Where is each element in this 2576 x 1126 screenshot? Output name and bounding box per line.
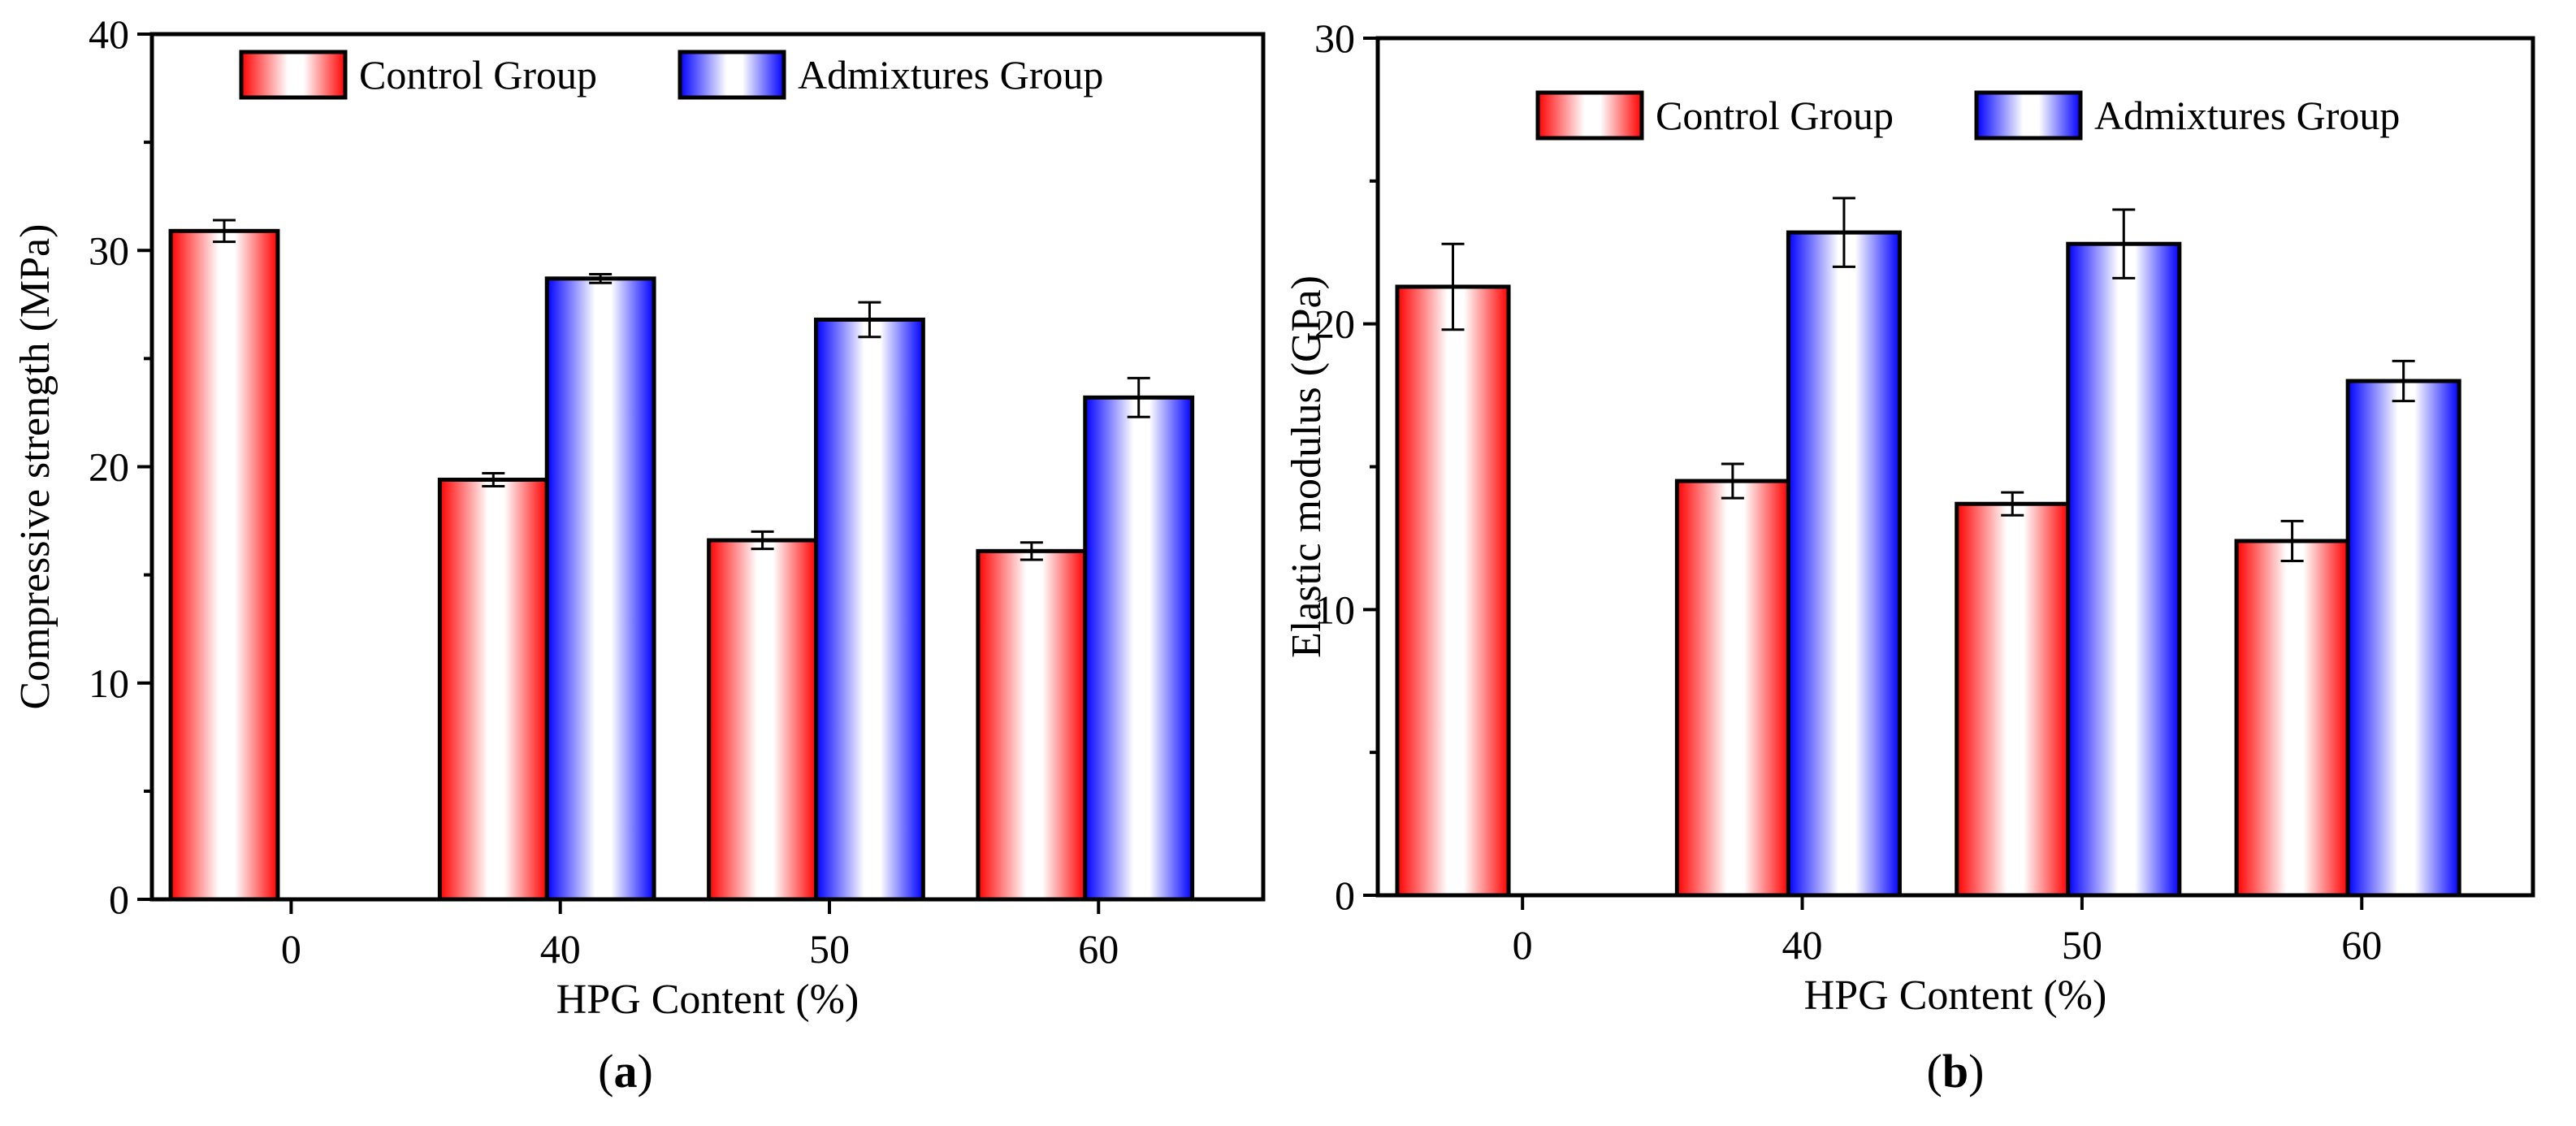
legend-label: Admixtures Group <box>2094 93 2400 138</box>
y-tick-label: 30 <box>1314 15 1355 61</box>
legend-label: Control Group <box>359 52 597 97</box>
legend-item: Admixtures Group <box>1974 90 2400 141</box>
x-tick-label: 50 <box>809 926 850 972</box>
y-tick-label: 30 <box>89 227 129 273</box>
x-axis-label: HPG Content (%) <box>556 977 859 1023</box>
legend-swatch <box>1535 90 1644 141</box>
panel-label: (b) <box>1927 1045 1985 1098</box>
bar-control-group <box>1955 501 2071 898</box>
bar-admixtures-group <box>2345 379 2461 898</box>
x-tick-label: 40 <box>540 926 581 972</box>
y-tick-label: 10 <box>89 660 129 706</box>
legend-swatch <box>1974 90 2083 141</box>
y-axis-label: Compressive strength (MPa) <box>12 224 58 710</box>
bar-control-group <box>2234 539 2350 898</box>
y-tick-label: 0 <box>1335 873 1355 918</box>
legend-label: Admixtures Group <box>798 52 1103 97</box>
x-tick-label: 0 <box>281 926 301 972</box>
panel-label: (a) <box>598 1045 653 1098</box>
bar-control-group <box>1674 479 1790 898</box>
legend-swatch <box>678 50 786 100</box>
y-tick-label: 20 <box>89 444 129 490</box>
bar-control-group <box>1395 284 1511 898</box>
legend-swatch <box>239 50 348 100</box>
legend-item: Control Group <box>1535 90 1894 141</box>
bar-control-group <box>437 477 549 902</box>
x-tick-label: 40 <box>1782 922 1823 968</box>
bar-control-group <box>168 228 280 902</box>
chart-panel-a: 0 10 20 30 40 0 40 50 60 Control Group Admixtures … <box>12 11 1266 1098</box>
legend-item: Admixtures Group <box>678 50 1103 100</box>
y-axis-label: Elastic modulus (GPa) <box>1284 275 1330 658</box>
x-tick-label: 60 <box>2341 922 2382 968</box>
y-tick-label: 40 <box>89 11 129 57</box>
x-tick-label: 0 <box>1513 922 1533 968</box>
x-tick-label: 50 <box>2062 922 2102 968</box>
x-axis-label: HPG Content (%) <box>1804 972 2107 1019</box>
y-tick-label: 0 <box>109 877 129 922</box>
bar-admixtures-group <box>2066 241 2182 898</box>
x-tick-label: 60 <box>1078 926 1119 972</box>
bar-control-group <box>707 538 819 902</box>
y-tick-label: 20 <box>1314 301 1355 347</box>
bar-admixtures-group <box>1083 395 1195 902</box>
y-tick-label: 10 <box>1314 587 1355 632</box>
bar-admixtures-group <box>544 276 656 902</box>
chart-panel-b: 0 10 20 30 0 40 50 60 Control Group Admixtures Gr… <box>1284 15 2535 1098</box>
legend-label: Control Group <box>1656 93 1894 138</box>
bar-admixtures-group <box>1786 230 1902 898</box>
bar-admixtures-group <box>814 317 925 902</box>
bar-control-group <box>976 548 1088 902</box>
legend-item: Control Group <box>239 50 597 100</box>
